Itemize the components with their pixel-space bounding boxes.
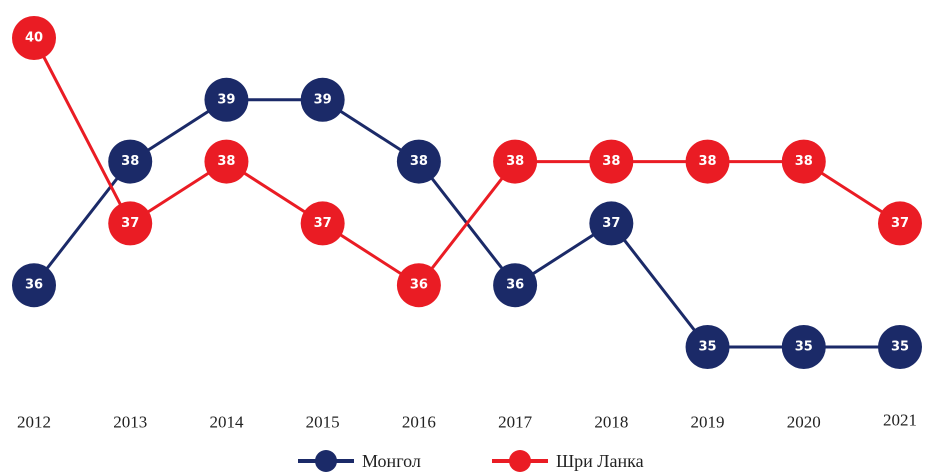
x-tick-label: 2017 bbox=[498, 413, 533, 432]
point bbox=[589, 139, 634, 184]
data-label: 38 bbox=[121, 154, 139, 169]
point bbox=[685, 139, 730, 184]
point bbox=[300, 77, 345, 122]
point bbox=[300, 201, 345, 246]
x-tick-label: 2013 bbox=[113, 413, 147, 432]
data-label: 38 bbox=[795, 154, 813, 169]
point bbox=[878, 325, 922, 369]
point bbox=[589, 201, 634, 246]
x-tick-label: 2015 bbox=[306, 413, 340, 432]
x-tick-label: 2012 bbox=[17, 413, 51, 432]
legend-label: Монгол bbox=[362, 451, 421, 471]
data-label: 37 bbox=[314, 216, 332, 231]
point bbox=[12, 263, 56, 308]
data-label: 40 bbox=[25, 31, 43, 46]
x-tick-label: 2016 bbox=[402, 413, 436, 432]
x-tick-label: 2018 bbox=[594, 413, 628, 432]
point bbox=[396, 139, 441, 184]
point bbox=[781, 325, 826, 369]
legend-marker bbox=[315, 450, 337, 472]
data-label: 35 bbox=[699, 340, 717, 355]
point bbox=[685, 325, 730, 369]
data-label: 37 bbox=[602, 216, 620, 231]
data-label: 36 bbox=[25, 278, 43, 293]
point bbox=[493, 139, 538, 184]
x-tick-label: 2019 bbox=[691, 413, 725, 432]
point bbox=[396, 263, 441, 308]
point bbox=[108, 139, 153, 184]
data-label: 35 bbox=[795, 340, 813, 355]
point bbox=[878, 201, 922, 246]
data-label: 37 bbox=[121, 216, 139, 231]
x-tick-label: 2020 bbox=[787, 413, 821, 432]
data-label: 35 bbox=[891, 340, 909, 355]
data-label: 38 bbox=[602, 154, 620, 169]
data-label: 38 bbox=[506, 154, 524, 169]
point bbox=[108, 201, 153, 246]
data-label: 38 bbox=[699, 154, 717, 169]
data-label: 39 bbox=[314, 92, 332, 107]
series-line bbox=[32, 37, 901, 288]
data-label: 36 bbox=[506, 278, 524, 293]
point bbox=[493, 263, 538, 308]
data-label: 36 bbox=[410, 278, 428, 293]
data-label: 37 bbox=[891, 216, 909, 231]
data-label: 38 bbox=[410, 154, 428, 169]
legend-label: Шри Ланка bbox=[556, 451, 644, 471]
legend-marker bbox=[509, 450, 531, 472]
point bbox=[204, 139, 249, 184]
data-label: 38 bbox=[217, 154, 235, 169]
point bbox=[12, 16, 56, 60]
point bbox=[781, 139, 826, 184]
data-label: 39 bbox=[217, 92, 235, 107]
x-tick-label: 2014 bbox=[209, 413, 244, 432]
point bbox=[204, 77, 249, 122]
x-tick-label: 2021 bbox=[883, 411, 917, 430]
